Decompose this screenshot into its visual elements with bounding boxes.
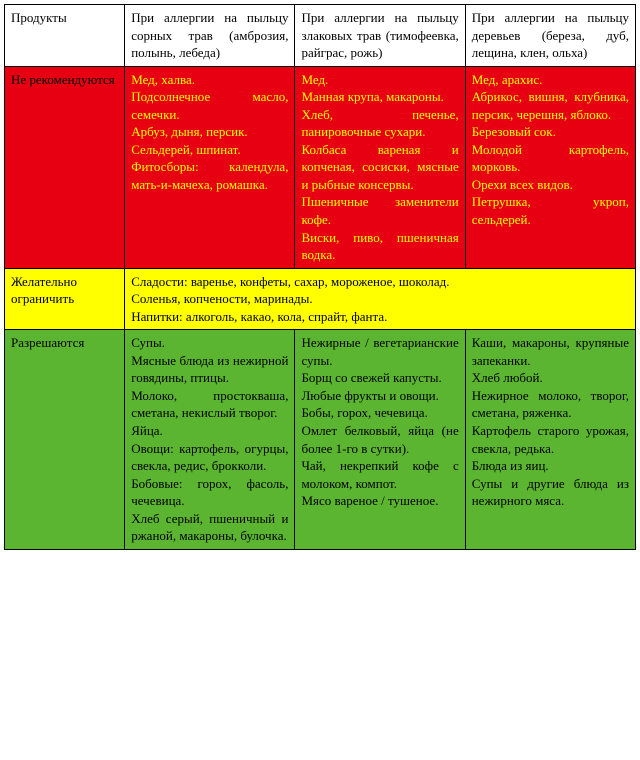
allowed-label: Разрешаются: [5, 330, 125, 550]
not-recommended-row: Не рекомендуются Мед, халва. Подсолнечно…: [5, 66, 636, 268]
header-products: Продукты: [5, 5, 125, 67]
limit-text: Сладости: варенье, конфеты, сахар, морож…: [125, 268, 636, 330]
allowed-weed: Супы. Мясные блюда из нежирной говядины,…: [125, 330, 295, 550]
limit-label: Желательно ограничить: [5, 268, 125, 330]
header-grass-pollen: При аллергии на пыльцу злаковых трав (ти…: [295, 5, 465, 67]
not-recommended-grass: Мед. Манная крупа, макароны. Хлеб, печен…: [295, 66, 465, 268]
not-recommended-label: Не рекомендуются: [5, 66, 125, 268]
allowed-row: Разрешаются Супы. Мясные блюда из нежирн…: [5, 330, 636, 550]
allowed-grass: Нежирные / вегетарианские супы. Борщ со …: [295, 330, 465, 550]
header-weed-pollen: При аллергии на пыльцу сорных трав (амбр…: [125, 5, 295, 67]
not-recommended-weed: Мед, халва. Подсолнечное масло, семечки.…: [125, 66, 295, 268]
header-row: Продукты При аллергии на пыльцу сорных т…: [5, 5, 636, 67]
allergy-diet-table: Продукты При аллергии на пыльцу сорных т…: [4, 4, 636, 550]
limit-row: Желательно ограничить Сладости: варенье,…: [5, 268, 636, 330]
allowed-tree: Каши, макароны, крупяные запеканки. Хлеб…: [465, 330, 635, 550]
not-recommended-tree: Мед, арахис. Абрикос, вишня, клубника, п…: [465, 66, 635, 268]
header-tree-pollen: При аллергии на пыльцу деревьев (береза,…: [465, 5, 635, 67]
